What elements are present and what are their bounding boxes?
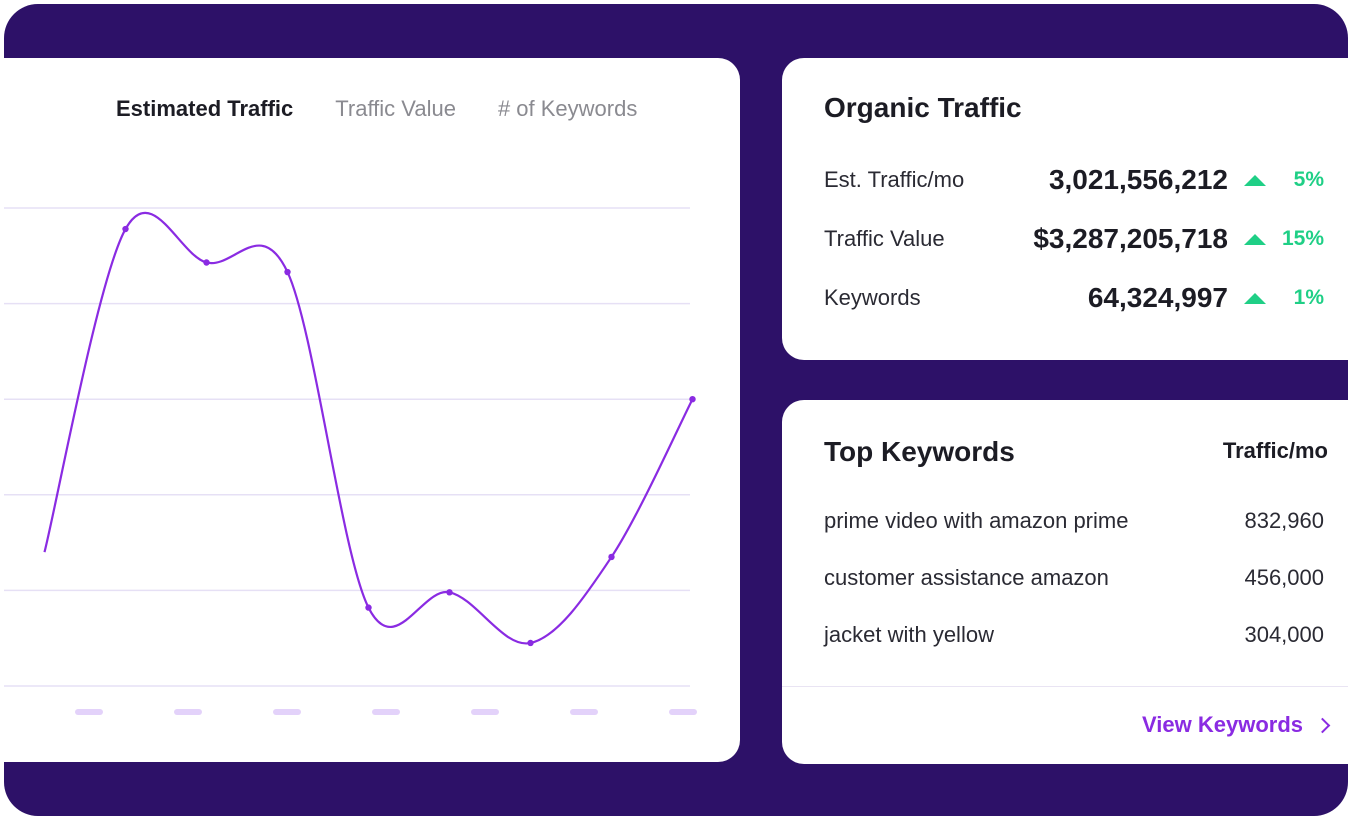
- x-tick-placeholder: [174, 709, 202, 715]
- metric-label: Traffic Value: [824, 226, 945, 251]
- x-tick-placeholder: [570, 709, 598, 715]
- data-point[interactable]: [608, 553, 615, 561]
- data-point[interactable]: [203, 259, 210, 266]
- metric-row-value: Traffic Value $3,287,205,718 15%: [824, 219, 1324, 259]
- metric-row-keywords: Keywords 64,324,997 1%: [824, 278, 1324, 318]
- x-tick-placeholder: [471, 709, 499, 715]
- up-arrow-icon: [1244, 233, 1266, 245]
- data-point[interactable]: [446, 589, 453, 596]
- keyword-text: customer assistance amazon: [824, 565, 1109, 590]
- dashboard-frame: Estimated Traffic Traffic Value # of Key…: [4, 4, 1348, 816]
- keyword-text: jacket with yellow: [824, 622, 994, 647]
- top-keywords-card: Top Keywords Traffic/mo prime video with…: [782, 400, 1348, 764]
- metric-row-traffic: Est. Traffic/mo 3,021,556,212 5%: [824, 160, 1324, 200]
- view-keywords-link[interactable]: View Keywords: [1142, 712, 1331, 738]
- keyword-traffic: 304,000: [1244, 622, 1324, 647]
- view-keywords-label: View Keywords: [1142, 712, 1303, 737]
- keyword-text: prime video with amazon prime: [824, 508, 1129, 533]
- x-tick-placeholder: [669, 709, 697, 715]
- metric-label: Keywords: [824, 285, 921, 310]
- keyword-traffic: 832,960: [1244, 508, 1324, 533]
- traffic-chart-card: Estimated Traffic Traffic Value # of Key…: [4, 58, 740, 762]
- keyword-row[interactable]: customer assistance amazon 456,000: [824, 565, 1324, 591]
- up-arrow-icon: [1244, 292, 1266, 304]
- up-arrow-icon: [1244, 174, 1266, 186]
- top-keywords-title: Top Keywords: [824, 436, 1015, 467]
- keyword-traffic: 456,000: [1244, 565, 1324, 590]
- x-tick-placeholder: [75, 709, 103, 715]
- metric-value: 3,021,556,212: [1048, 164, 1228, 195]
- metric-change: 15%: [1281, 227, 1324, 250]
- metric-value: 64,324,997: [1087, 282, 1228, 313]
- chevron-right-icon: [1314, 717, 1331, 733]
- metric-label: Est. Traffic/mo: [824, 167, 965, 192]
- data-point[interactable]: [527, 639, 534, 647]
- chart-tabs: Estimated Traffic Traffic Value # of Key…: [116, 96, 679, 122]
- x-tick-placeholder: [372, 709, 400, 715]
- keyword-row[interactable]: prime video with amazon prime 832,960: [824, 508, 1324, 534]
- data-point[interactable]: [122, 225, 129, 233]
- metric-change: 5%: [1293, 168, 1324, 191]
- data-point[interactable]: [365, 604, 372, 611]
- keyword-row[interactable]: jacket with yellow 304,000: [824, 622, 1324, 648]
- metric-change: 1%: [1293, 286, 1324, 309]
- data-point[interactable]: [284, 268, 291, 276]
- series-line: [43, 211, 694, 645]
- tab-traffic-value[interactable]: Traffic Value: [335, 96, 456, 121]
- organic-traffic-card: Organic Traffic Est. Traffic/mo 3,021,55…: [782, 58, 1348, 360]
- tab-number-of-keywords[interactable]: # of Keywords: [497, 96, 638, 121]
- x-tick-placeholder: [273, 709, 301, 715]
- organic-traffic-title: Organic Traffic: [824, 92, 1022, 123]
- tab-estimated-traffic[interactable]: Estimated Traffic: [116, 96, 294, 121]
- data-point[interactable]: [689, 396, 696, 403]
- traffic-line-chart: [4, 207, 697, 715]
- divider: [782, 686, 1348, 687]
- traffic-column-header: Traffic/mo: [1222, 438, 1328, 463]
- metric-value: $3,287,205,718: [1033, 223, 1228, 254]
